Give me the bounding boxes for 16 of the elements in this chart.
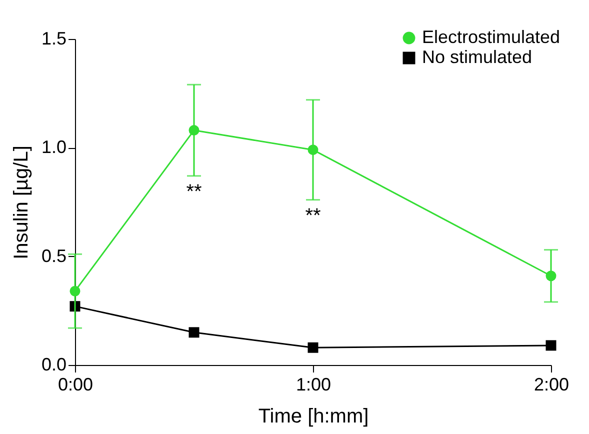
point bbox=[188, 327, 200, 338]
x-axis-title: Time [h:mm] bbox=[258, 406, 369, 428]
x-tick-label: 0:00 bbox=[58, 374, 94, 394]
y-tick-label: 1.0 bbox=[41, 137, 66, 158]
y-tick-label: 0.5 bbox=[41, 246, 66, 266]
legend-label: No stimulated bbox=[422, 47, 532, 67]
annotation: ** bbox=[186, 180, 202, 203]
y-tick-label: 1.5 bbox=[41, 28, 66, 48]
legend-label: Electrostimulated bbox=[422, 27, 560, 47]
y-axis-title: Insulin [µg/L] bbox=[10, 146, 32, 260]
point bbox=[308, 342, 318, 353]
x-tick-label: 1:00 bbox=[296, 374, 332, 394]
y-tick-label: 0.0 bbox=[41, 354, 66, 374]
annotation: ** bbox=[305, 204, 321, 227]
point bbox=[546, 340, 556, 351]
x-tick-label: 2:00 bbox=[534, 374, 570, 394]
